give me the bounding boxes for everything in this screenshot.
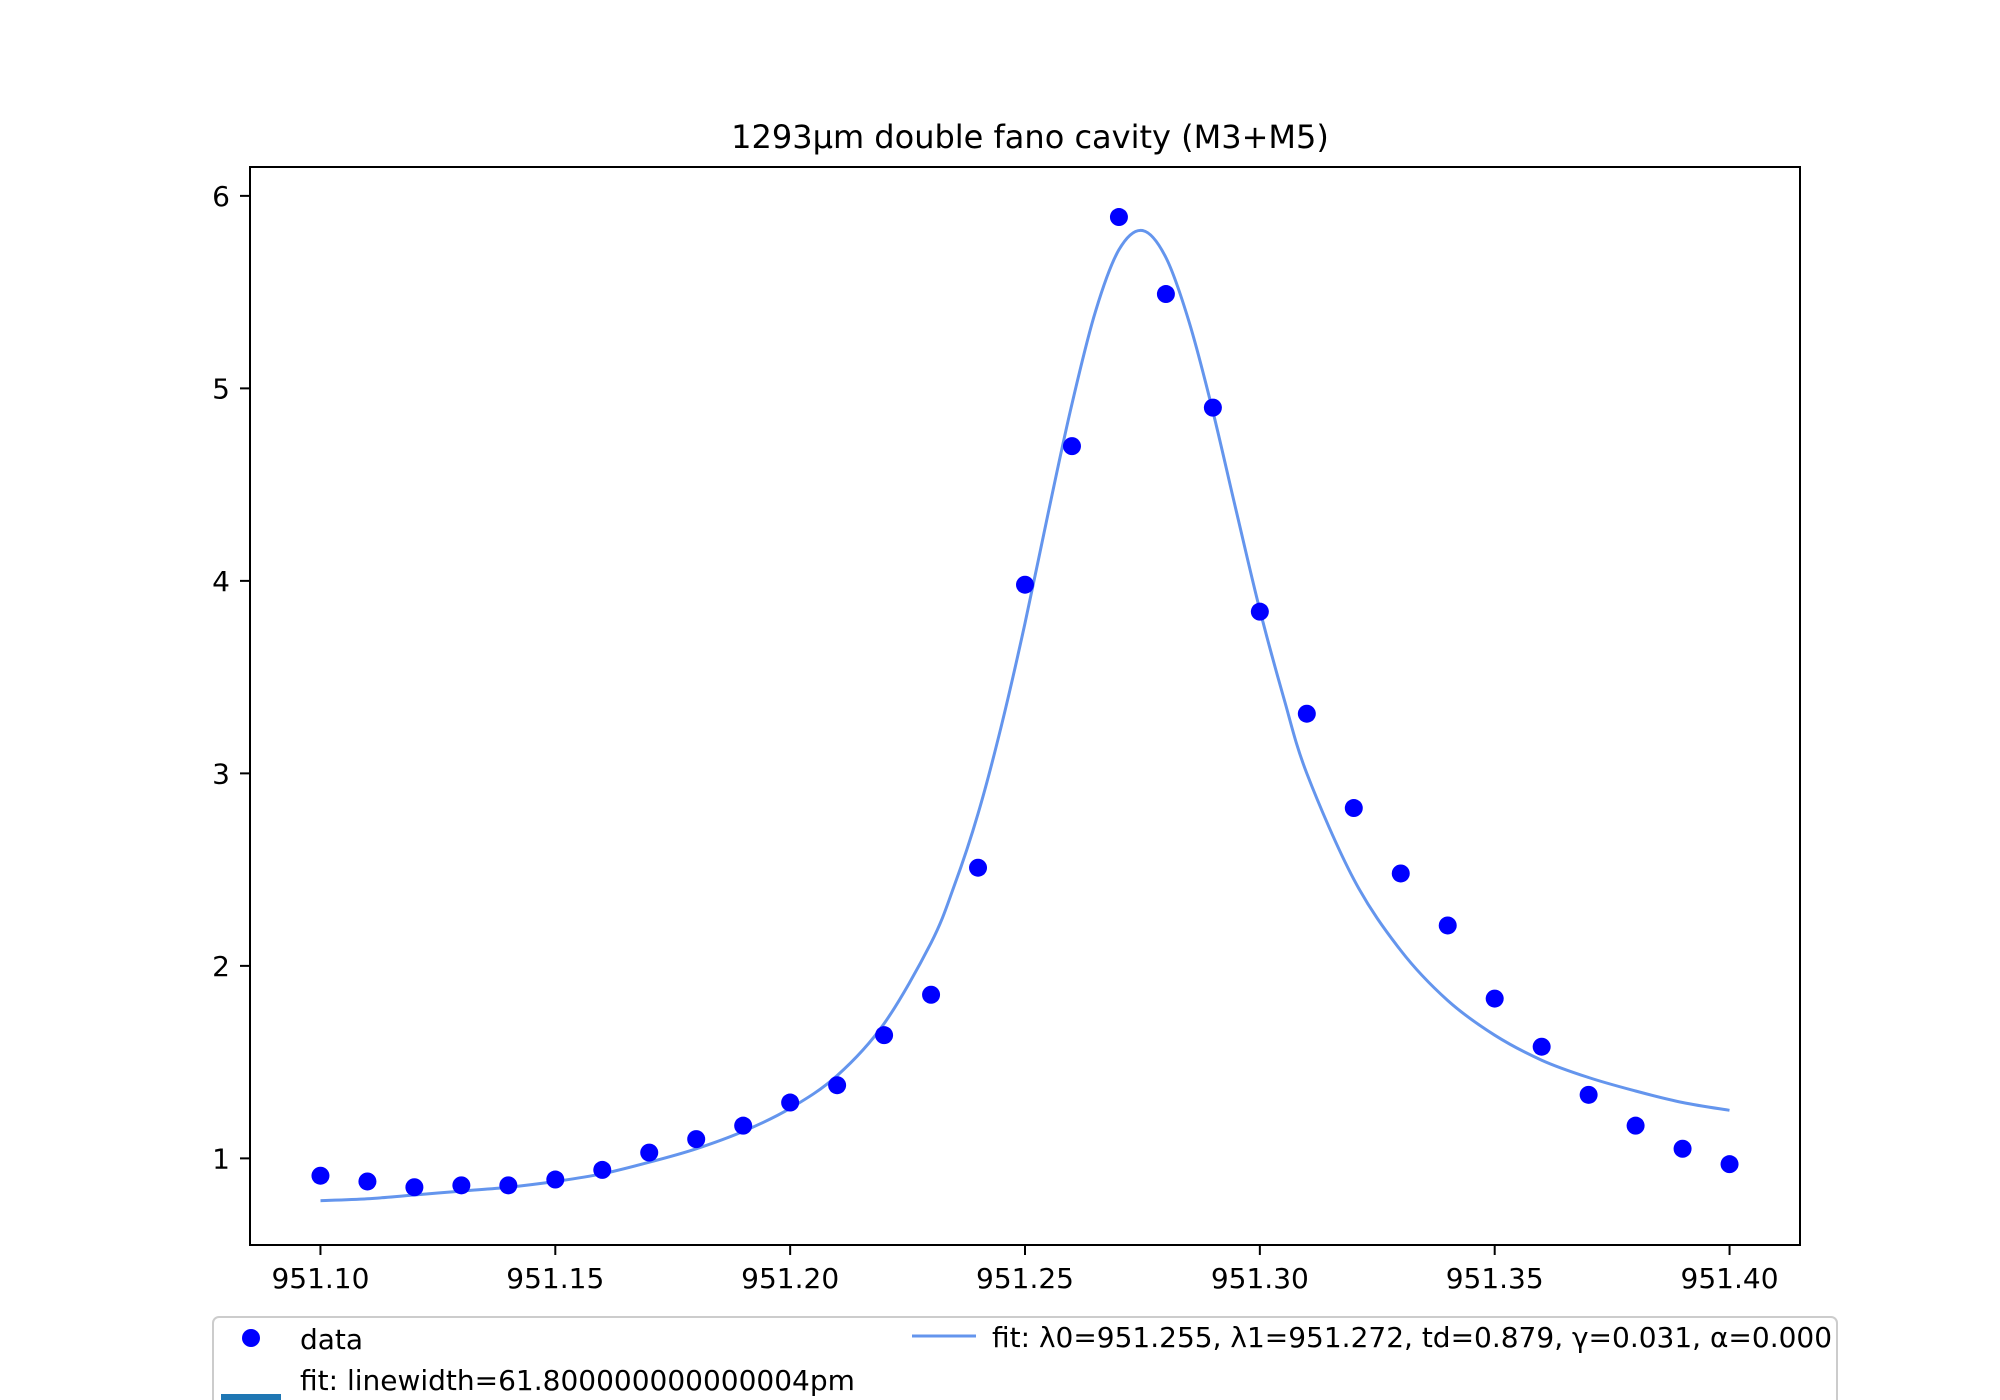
x-axis: 951.10 951.15 951.20 951.25 951.30 951.35 951.… bbox=[271, 1245, 1779, 1295]
fit-line bbox=[320, 228, 1730, 1203]
legend-label-linewidth: fit: linewidth=61.800000000000004pm bbox=[300, 1364, 855, 1397]
data-point bbox=[1626, 1116, 1645, 1135]
legend-label-fit: fit: λ0=951.255, λ1=951.272, td=0.879, γ… bbox=[992, 1321, 1832, 1354]
data-point bbox=[1344, 799, 1363, 818]
data-point bbox=[734, 1116, 753, 1135]
legend-box bbox=[212, 1316, 1838, 1400]
data-point bbox=[640, 1143, 659, 1162]
y-axis: 1 2 3 4 5 6 bbox=[212, 180, 250, 1175]
x-tick-label: 951.30 bbox=[1211, 1262, 1309, 1295]
chart-title: 1293µm double fano cavity (M3+M5) bbox=[731, 118, 1329, 156]
data-point bbox=[405, 1178, 424, 1197]
y-tick-label: 3 bbox=[212, 757, 230, 790]
data-point bbox=[1532, 1037, 1551, 1056]
legend-marker-data bbox=[242, 1329, 260, 1347]
data-point bbox=[1250, 602, 1269, 621]
data-point bbox=[1485, 989, 1504, 1008]
legend: data fit: λ0=951.255, λ1=951.272, td=0.8… bbox=[212, 1316, 1838, 1400]
data-point bbox=[875, 1026, 894, 1045]
y-tick-label: 4 bbox=[212, 565, 230, 598]
data-series bbox=[311, 208, 1739, 1197]
y-tick-label: 6 bbox=[212, 180, 230, 213]
x-tick-label: 951.40 bbox=[1681, 1262, 1779, 1295]
data-point bbox=[499, 1176, 518, 1195]
data-point bbox=[687, 1130, 706, 1149]
data-point bbox=[1203, 398, 1222, 417]
data-point bbox=[828, 1076, 847, 1095]
data-point bbox=[311, 1166, 330, 1185]
data-point bbox=[1720, 1155, 1739, 1174]
data-point bbox=[1297, 704, 1316, 723]
plot-area-frame bbox=[249, 166, 1801, 1246]
y-tick-label: 5 bbox=[212, 372, 230, 405]
data-point bbox=[1156, 285, 1175, 304]
data-point bbox=[781, 1093, 800, 1112]
data-point bbox=[546, 1170, 565, 1189]
data-point bbox=[1673, 1139, 1692, 1158]
data-point bbox=[1579, 1085, 1598, 1104]
data-point bbox=[1016, 575, 1034, 594]
x-tick-label: 951.35 bbox=[1446, 1262, 1544, 1295]
legend-label-data: data bbox=[300, 1323, 363, 1356]
data-point bbox=[1109, 208, 1128, 227]
data-point bbox=[452, 1176, 471, 1195]
y-tick-label: 2 bbox=[212, 950, 230, 983]
data-point bbox=[593, 1160, 612, 1179]
legend-marker-linewidth bbox=[221, 1394, 281, 1400]
y-tick-label: 1 bbox=[212, 1142, 230, 1175]
data-point bbox=[1438, 916, 1457, 935]
x-tick-label: 951.20 bbox=[741, 1262, 839, 1295]
x-tick-label: 951.10 bbox=[271, 1262, 369, 1295]
x-tick-label: 951.15 bbox=[506, 1262, 604, 1295]
data-point bbox=[1062, 437, 1081, 456]
x-tick-label: 951.25 bbox=[976, 1262, 1074, 1295]
data-point bbox=[358, 1172, 377, 1191]
data-point bbox=[969, 858, 988, 877]
data-point bbox=[1391, 864, 1410, 883]
data-point bbox=[922, 985, 941, 1004]
fit-series bbox=[320, 228, 1730, 1203]
